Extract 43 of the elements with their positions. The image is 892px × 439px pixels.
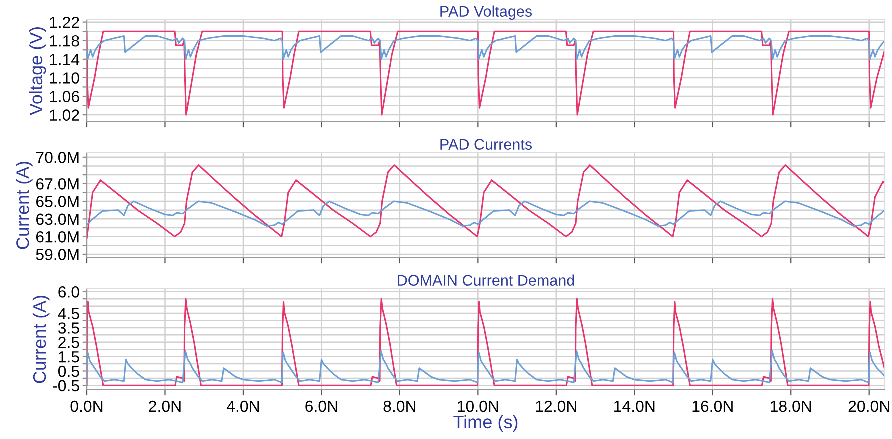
y-tick-label: 59.0M <box>36 249 79 260</box>
y-tick-label: 1.06 <box>50 91 80 102</box>
chart-title: PAD Currents <box>440 139 532 150</box>
y-tick-label: 0.5 <box>58 366 80 378</box>
line-series <box>87 30 885 116</box>
y-tick-label: 67.0M <box>36 178 79 190</box>
y-axis-title: Current (A) <box>16 162 33 250</box>
chart-title: DOMAIN Current Demand <box>398 274 574 286</box>
x-tick-label: 2.0N <box>149 400 181 412</box>
y-tick-label: 1.02 <box>50 110 80 121</box>
y-tick-label: 70.0M <box>36 152 79 164</box>
y-tick-label: 63.0M <box>36 214 79 226</box>
line-series <box>87 350 885 384</box>
line-series <box>87 298 885 386</box>
x-tick-label: 18.0N <box>771 400 812 412</box>
y-tick-label: 1.18 <box>50 36 80 47</box>
y-tick-label: 65.0M <box>36 196 79 208</box>
y-tick-label: 1.14 <box>50 54 80 66</box>
line-series <box>87 200 885 227</box>
y-axis-title: Current (A) <box>32 296 50 384</box>
chart-title: PAD Voltages <box>440 6 532 20</box>
x-tick-label: 12.0N <box>536 400 576 412</box>
x-tick-label: 4.0N <box>226 400 260 412</box>
x-tick-label: 8.0N <box>384 400 416 412</box>
x-axis-title: Time (s) <box>454 415 518 432</box>
x-tick-label: 10.0N <box>458 400 498 412</box>
y-axis-title: Voltage (V) <box>29 27 46 116</box>
x-tick-label: 0.0N <box>70 400 103 412</box>
y-tick-label: 1.5 <box>59 352 80 363</box>
x-tick-label: 6.0N <box>306 400 338 412</box>
y-tick-label: 3.5 <box>58 322 80 334</box>
y-tick-label: 6.0 <box>58 286 80 298</box>
y-tick-label: -0.5 <box>53 380 80 392</box>
x-tick-label: 16.0N <box>692 400 733 412</box>
y-tick-label: 61.0M <box>36 231 79 243</box>
x-tick-label: 20.0N <box>848 400 890 412</box>
y-tick-label: 1.22 <box>50 16 80 28</box>
x-tick-label: 14.0N <box>614 400 655 412</box>
y-tick-label: 4.5 <box>58 308 80 320</box>
line-series <box>87 164 885 240</box>
y-tick-label: 2.5 <box>58 337 80 348</box>
line-series <box>87 35 885 60</box>
y-tick-label: 1.10 <box>50 72 80 84</box>
